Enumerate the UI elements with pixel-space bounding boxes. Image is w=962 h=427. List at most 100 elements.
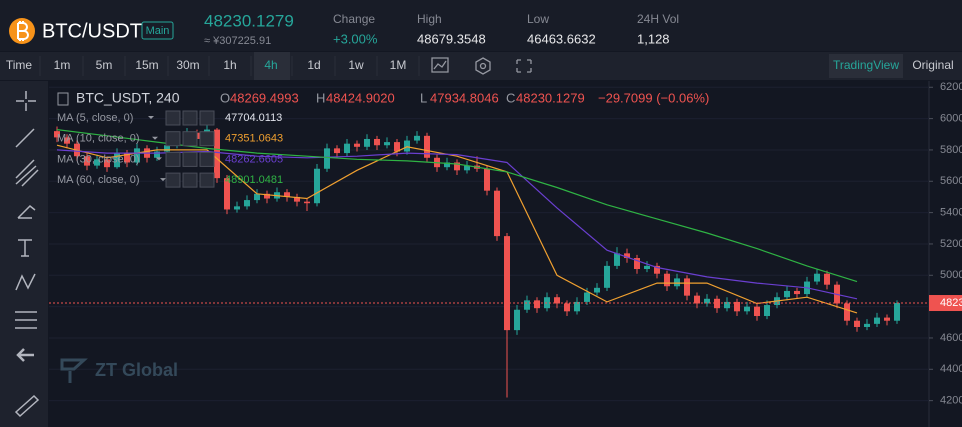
line-tool-icon[interactable] <box>15 128 35 148</box>
legend-button[interactable] <box>199 110 215 126</box>
candle-body <box>344 143 350 154</box>
legend-button[interactable] <box>182 131 198 147</box>
pair-badge: Main <box>146 25 170 37</box>
ohlc-value: 48230.1279 <box>516 90 585 105</box>
settings-icon[interactable] <box>475 57 491 75</box>
candle-body <box>154 151 160 158</box>
ruler-icon[interactable] <box>14 394 40 418</box>
legend-name: MA (10, close, 0) <box>57 133 140 145</box>
legend-value: 47351.0643 <box>225 133 283 145</box>
crosshair-icon[interactable] <box>16 91 36 111</box>
text-tool-icon[interactable] <box>18 239 32 257</box>
legend-value: 48901.0481 <box>225 174 283 186</box>
interval-button[interactable]: 1M <box>390 58 407 72</box>
legend-menu-arrow <box>156 157 162 161</box>
back-icon[interactable] <box>16 348 34 362</box>
drawing-sidebar <box>0 81 48 427</box>
legend-button[interactable] <box>182 110 198 126</box>
candle-body <box>264 193 270 199</box>
candle-body <box>484 168 490 191</box>
candle-body <box>734 301 740 312</box>
legend-button[interactable] <box>182 172 198 188</box>
badge-border <box>141 21 174 40</box>
brush-tool-icon[interactable] <box>17 204 36 219</box>
candle-body <box>404 140 410 152</box>
view-button[interactable]: Original <box>912 58 953 72</box>
fullscreen-icon[interactable] <box>516 59 532 73</box>
interval-button[interactable]: 4h <box>264 58 277 72</box>
plot-area <box>49 86 929 402</box>
ohlc-label: H <box>316 90 325 105</box>
stat-value: 1,128 <box>637 31 670 46</box>
candle-body <box>794 290 800 295</box>
candle-body <box>234 206 240 210</box>
candle-body <box>504 236 510 331</box>
y-tick-label: 62000 <box>940 81 962 93</box>
fib-tool-icon[interactable] <box>15 159 39 187</box>
candle-body <box>604 265 610 288</box>
legend-button[interactable] <box>165 110 181 126</box>
price-cny: ≈ ¥307225.91 <box>204 35 271 47</box>
candle-body <box>494 190 500 237</box>
toolbar-icons <box>431 57 532 75</box>
legend-button[interactable] <box>199 172 215 188</box>
legend-button[interactable] <box>182 151 198 167</box>
legend-button[interactable] <box>165 151 181 167</box>
pattern-tool-icon[interactable] <box>15 273 36 291</box>
chart-type-icon[interactable] <box>431 57 449 73</box>
candle-body <box>874 317 880 324</box>
ohlc-value: 47934.8046 <box>430 90 499 105</box>
interval-button[interactable]: 5m <box>96 58 113 72</box>
view-button[interactable]: TradingView <box>833 58 899 72</box>
y-tick-label: 54000 <box>940 207 962 219</box>
candle-body <box>314 168 320 204</box>
y-tick-label: 50000 <box>940 269 962 281</box>
last-price-tag <box>929 295 962 312</box>
measure-tool-icon[interactable] <box>15 311 37 329</box>
interval-button[interactable]: 15m <box>135 58 158 72</box>
candle-body <box>254 193 260 201</box>
legend-button[interactable] <box>165 172 181 188</box>
candle-body <box>664 273 670 287</box>
candle-body <box>334 148 340 154</box>
candle-body <box>534 300 540 309</box>
ohlc-label: L <box>420 90 427 105</box>
candle-body <box>744 306 750 312</box>
y-tick-label: 44000 <box>940 363 962 375</box>
interval-button[interactable]: 1m <box>54 58 71 72</box>
candle-body <box>374 138 380 146</box>
interval-button[interactable]: 30m <box>176 58 199 72</box>
candle-body <box>554 297 560 304</box>
candle-body <box>654 265 660 274</box>
candle-body <box>244 200 250 207</box>
y-tick-label: 46000 <box>940 332 962 344</box>
candle-body <box>424 135 430 158</box>
candle-body <box>294 196 300 202</box>
legend-value: 48262.6605 <box>225 153 283 165</box>
candle-body <box>64 137 70 144</box>
candle-body <box>814 273 820 282</box>
candle-body <box>414 135 420 141</box>
interval-button[interactable]: 1w <box>348 58 364 72</box>
candle-body <box>134 148 140 163</box>
symbol-icon <box>57 92 69 106</box>
candle-body <box>754 306 760 317</box>
candle-body <box>304 201 310 204</box>
candle-body <box>164 145 170 152</box>
candle-body <box>464 165 470 171</box>
coin-logo <box>9 18 35 44</box>
legend-button[interactable] <box>199 151 215 167</box>
candle-body <box>864 323 870 327</box>
interval-button[interactable]: 1h <box>223 58 236 72</box>
candle-body <box>214 129 220 179</box>
ohlc-label: O <box>220 90 230 105</box>
legend-button[interactable] <box>165 131 181 147</box>
legend-button[interactable] <box>199 131 215 147</box>
candle-body <box>224 178 230 210</box>
interval-button[interactable]: 1d <box>307 58 320 72</box>
legend-menu-arrow <box>152 136 158 140</box>
watermark: ZT Global <box>95 360 178 380</box>
candle-body <box>684 278 690 296</box>
candle-body <box>824 273 830 285</box>
